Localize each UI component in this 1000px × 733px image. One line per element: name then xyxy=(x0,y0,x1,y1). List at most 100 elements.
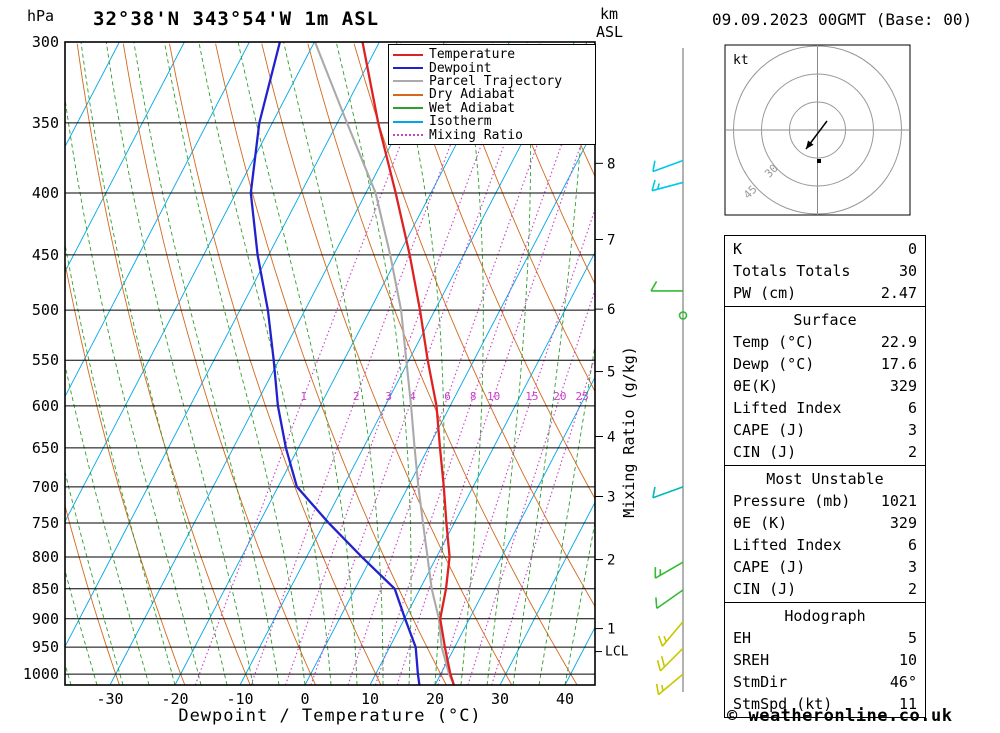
panel-row: StmDir 46° xyxy=(725,671,925,693)
panel-row-value: 5 xyxy=(907,629,917,647)
svg-text:850: 850 xyxy=(32,580,59,598)
svg-text:4: 4 xyxy=(409,390,416,403)
panel-row-value: 2 xyxy=(907,443,917,461)
panel-row-label: Temp (°C) xyxy=(733,333,815,351)
legend-item: Wet Adiabat xyxy=(391,102,595,115)
svg-text:15: 15 xyxy=(525,390,538,403)
wind-barb xyxy=(654,561,684,579)
panel-row: PW (cm) 2.47 xyxy=(725,282,925,304)
altitude-unit-asl: ASL xyxy=(596,23,624,41)
panel-row-value: 17.6 xyxy=(880,355,917,373)
panel-row: θE (K) 329 xyxy=(725,512,925,534)
panel-row-label: Dewp (°C) xyxy=(733,355,815,373)
svg-text:20: 20 xyxy=(553,390,566,403)
hodograph-arrowhead xyxy=(806,140,814,149)
panel-row: CIN (J) 2 xyxy=(725,578,925,600)
svg-text:1: 1 xyxy=(607,622,615,638)
wind-barb xyxy=(652,486,684,499)
mixing-ratio-lines xyxy=(194,43,595,685)
panel-header: Surface xyxy=(793,311,857,329)
panel-row-value: 0 xyxy=(907,240,917,258)
svg-text:7: 7 xyxy=(607,232,615,248)
panel-row-value: 2 xyxy=(907,580,917,598)
svg-text:450: 450 xyxy=(32,246,59,264)
svg-text:950: 950 xyxy=(32,638,59,656)
dry-adiabats xyxy=(65,43,595,685)
panel-row-label: Lifted Index xyxy=(733,536,842,554)
svg-text:800: 800 xyxy=(32,548,59,566)
svg-text:6: 6 xyxy=(444,390,451,403)
legend-item: Parcel Trajectory xyxy=(391,75,595,88)
parcel-trajectory-curve xyxy=(314,42,455,685)
panel-row-label: Totals Totals xyxy=(733,262,851,280)
panel-row-label: CIN (J) xyxy=(733,443,797,461)
hodograph-ring xyxy=(789,101,846,159)
svg-text:30: 30 xyxy=(491,690,509,708)
temperature-curve xyxy=(361,42,455,685)
panel-header: Most Unstable xyxy=(766,470,884,488)
panel-row-value: 10 xyxy=(898,651,917,669)
panel-row: θE(K) 329 xyxy=(725,375,925,397)
svg-text:2: 2 xyxy=(607,553,615,569)
wind-barb xyxy=(655,673,684,696)
svg-text:8: 8 xyxy=(470,390,477,403)
page-title: 32°38'N 343°54'W 1m ASL xyxy=(93,8,380,30)
panel-row: SREH 10 xyxy=(725,649,925,671)
svg-text:500: 500 xyxy=(32,301,59,319)
mixing-ratio-labels: 1 2 3 4 6 8 10 15 20 25 xyxy=(300,390,588,403)
legend-line-sample xyxy=(393,67,423,70)
panel-row-value: 46° xyxy=(889,673,917,691)
panel-row-value: 30 xyxy=(898,262,917,280)
hodograph-ring xyxy=(761,73,874,187)
storm-motion-marker xyxy=(817,159,821,163)
panel-row-label: CIN (J) xyxy=(733,580,797,598)
indices-panel: Surface Temp (°C) 22.9 Dewp (°C) 17.6 θE(K) 32… xyxy=(724,306,926,466)
legend-line-sample xyxy=(393,93,423,96)
svg-text:10: 10 xyxy=(361,690,379,708)
panel-row-value: 329 xyxy=(889,514,917,532)
altitude-unit-km: km xyxy=(600,5,619,23)
panel-row: Lifted Index 6 xyxy=(725,397,925,419)
svg-text:750: 750 xyxy=(32,514,59,532)
legend-line-sample xyxy=(393,134,423,137)
svg-text:550: 550 xyxy=(32,351,59,369)
svg-text:25: 25 xyxy=(575,390,588,403)
panel-row: StmSpd (kt) 11 xyxy=(725,693,925,715)
legend-line-sample xyxy=(393,53,423,56)
panel-row-value: 3 xyxy=(907,558,917,576)
svg-text:900: 900 xyxy=(32,610,59,628)
hodograph-unit-label: kt xyxy=(733,53,749,68)
legend-label: Mixing Ratio xyxy=(429,127,523,143)
svg-text:8: 8 xyxy=(607,156,615,172)
legend-item: Isotherm xyxy=(391,115,595,128)
wind-barb xyxy=(650,281,683,292)
legend-label: Parcel Trajectory xyxy=(429,73,563,89)
x-axis-title: Dewpoint / Temperature (°C) xyxy=(178,706,482,726)
panel-row: CIN (J) 2 xyxy=(725,441,925,463)
indices-panel: K 0 Totals Totals 30 PW (cm) 2.47 xyxy=(724,235,926,307)
panel-row-value: 11 xyxy=(898,695,917,713)
panel-row: CAPE (J) 3 xyxy=(725,556,925,578)
svg-text:300: 300 xyxy=(32,33,59,51)
legend-line-sample xyxy=(393,80,423,83)
indices-panels: K 0 Totals Totals 30 PW (cm) 2.47 Surface Temp … xyxy=(724,235,926,718)
panel-row: Lifted Index 6 xyxy=(725,534,925,556)
legend-item: Temperature xyxy=(391,48,595,61)
panel-row-value: 6 xyxy=(907,536,917,554)
svg-text:-20: -20 xyxy=(161,690,188,708)
panel-row-label: CAPE (J) xyxy=(733,558,806,576)
wind-barb xyxy=(657,621,684,647)
copyright: © weatheronline.co.uk xyxy=(727,706,953,726)
panel-row-label: θE(K) xyxy=(733,377,779,395)
panel-row-value: 3 xyxy=(907,421,917,439)
temperature-axis-labels: -30 -20 -10 0 10 20 30 40 xyxy=(96,690,574,708)
panel-row-value: 329 xyxy=(889,377,917,395)
panel-row-value: 1021 xyxy=(880,492,917,510)
svg-text:6: 6 xyxy=(607,302,615,318)
svg-text:4: 4 xyxy=(607,429,615,445)
svg-text:350: 350 xyxy=(32,114,59,132)
panel-row: Pressure (mb) 1021 xyxy=(725,490,925,512)
